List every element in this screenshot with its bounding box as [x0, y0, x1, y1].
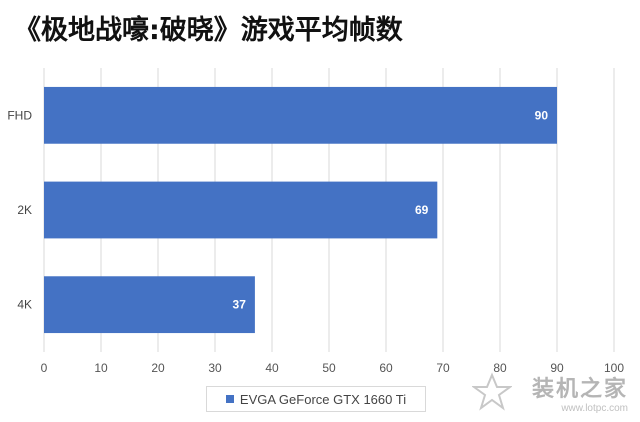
watermark-name: 装机之家 — [531, 376, 628, 401]
bars — [44, 86, 557, 334]
watermark: 装机之家 www.lotpc.com — [532, 371, 628, 414]
x-tick-label: 80 — [493, 361, 507, 375]
data-label: 90 — [535, 108, 549, 122]
bar-4k — [44, 276, 255, 334]
legend: EVGA GeForce GTX 1660 Ti — [206, 386, 426, 412]
x-tick-label: 40 — [265, 361, 279, 375]
chart-title: 《极地战嚎:破晓》游戏平均帧数 — [14, 15, 403, 46]
watermark-star-icon — [472, 372, 512, 411]
bar-fhd — [44, 86, 557, 144]
labels: 0 10 20 30 40 50 60 70 80 90 100 FHD 90 2K 69 4K 37 — [7, 108, 624, 375]
x-tick-label: 0 — [41, 361, 48, 375]
x-tick-label: 90 — [550, 361, 564, 375]
x-tick-label: 10 — [94, 361, 108, 375]
category-label: 2K — [17, 203, 32, 217]
x-tick-label: 50 — [322, 361, 336, 375]
data-label: 37 — [233, 298, 247, 312]
x-tick-label: 70 — [436, 361, 450, 375]
watermark-url: www.lotpc.com — [561, 403, 628, 414]
data-label: 69 — [415, 203, 429, 217]
x-tick-label: 20 — [151, 361, 165, 375]
category-label: 4K — [17, 298, 32, 312]
x-tick-label: 100 — [604, 361, 624, 375]
legend-swatch — [225, 395, 234, 403]
x-tick-label: 30 — [208, 361, 222, 375]
category-label: FHD — [7, 108, 32, 122]
x-tick-label: 60 — [379, 361, 393, 375]
legend-label: EVGA GeForce GTX 1660 Ti — [239, 391, 407, 407]
bar-2k — [44, 181, 438, 239]
